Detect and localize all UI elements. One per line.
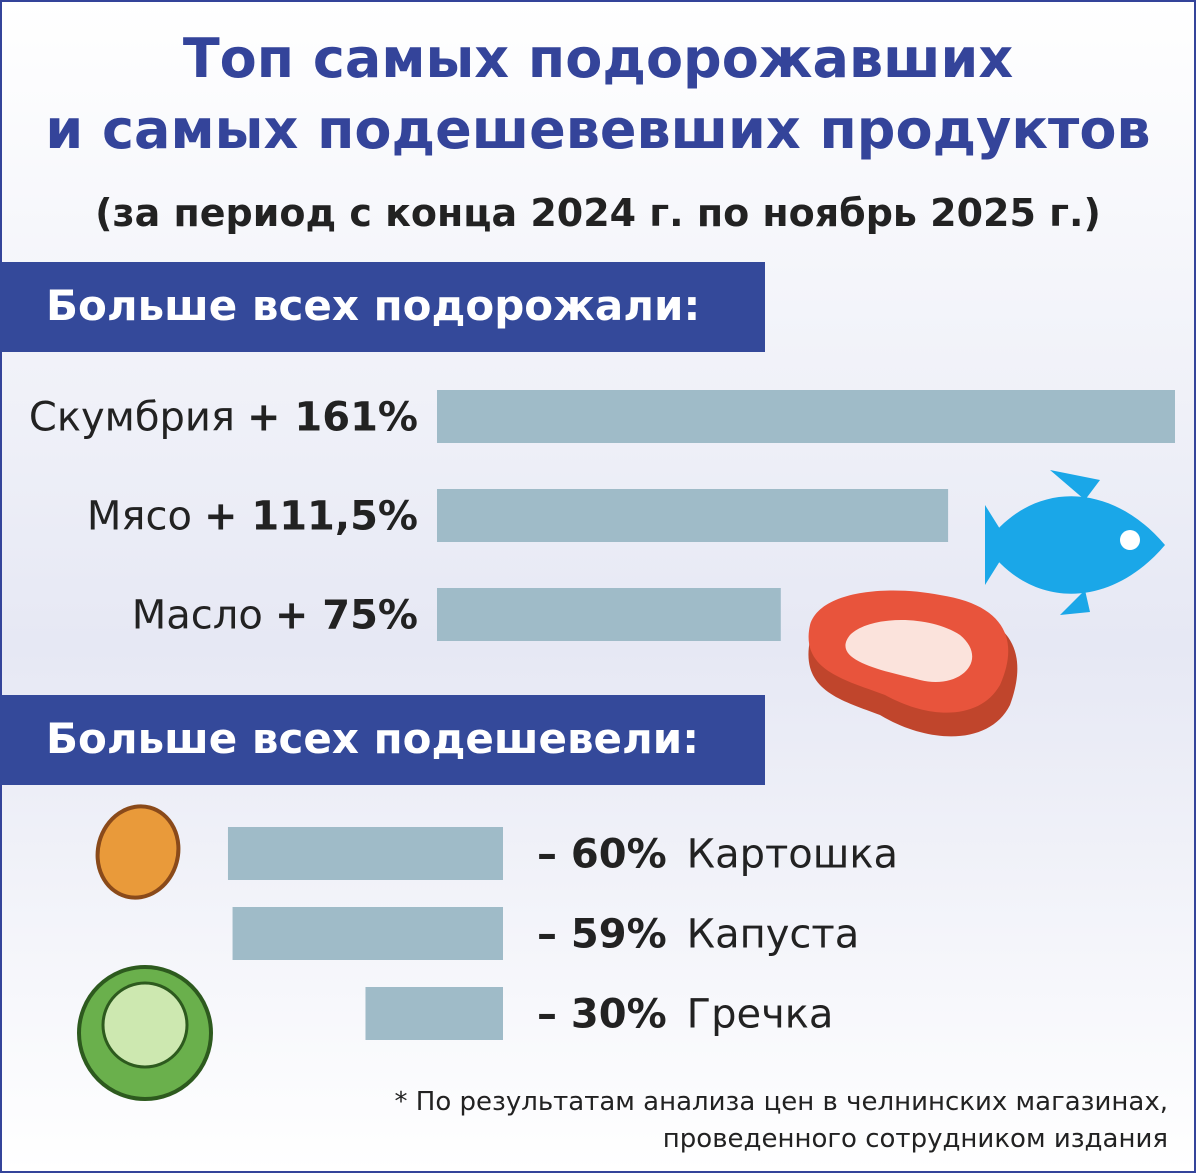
category-label: Картошка	[687, 832, 898, 878]
section-header-bar	[0, 262, 765, 352]
category-label: Капуста	[687, 912, 860, 958]
bar-label: Масло + 75%	[132, 593, 418, 639]
cabbage-icon	[77, 965, 213, 1101]
category-label: Гречка	[687, 992, 834, 1038]
bar-label: – 59% Капуста	[537, 912, 859, 958]
section-header-bar	[0, 695, 765, 785]
title: Топ самых подорожавших	[183, 27, 1013, 90]
footnote: * По результатам анализа цен в челнински…	[395, 1087, 1169, 1117]
value-label: – 59%	[537, 912, 667, 958]
bar	[437, 390, 1175, 443]
value-label: – 30%	[537, 992, 667, 1038]
subtitle: (за период с конца 2024 г. по ноябрь 202…	[95, 191, 1101, 235]
value-label: + 75%	[275, 593, 418, 639]
value-label: + 111,5%	[204, 494, 418, 540]
bar	[232, 907, 503, 960]
footnote: проведенного сотрудником издания	[663, 1124, 1168, 1154]
bar-label: – 60% Картошка	[537, 832, 898, 878]
value-label: + 161%	[247, 395, 418, 441]
bar	[365, 987, 503, 1040]
value-label: – 60%	[537, 832, 667, 878]
potato-icon	[95, 804, 181, 900]
bar	[437, 489, 949, 542]
steak-icon	[808, 590, 1018, 737]
bar	[227, 827, 504, 880]
bar-label: – 30% Гречка	[537, 992, 833, 1038]
category-label: Масло	[132, 593, 263, 639]
title: и самых подешевевших продуктов	[45, 98, 1150, 161]
bar	[437, 588, 781, 641]
section-header: Больше всех подорожали:	[46, 281, 700, 330]
fish-icon	[985, 470, 1165, 615]
category-label: Мясо	[87, 494, 192, 540]
category-label: Скумбрия	[29, 395, 235, 441]
bar-label: Мясо + 111,5%	[87, 494, 418, 540]
bar-label: Скумбрия + 161%	[29, 395, 418, 441]
section-header: Больше всех подешевели:	[46, 714, 699, 763]
